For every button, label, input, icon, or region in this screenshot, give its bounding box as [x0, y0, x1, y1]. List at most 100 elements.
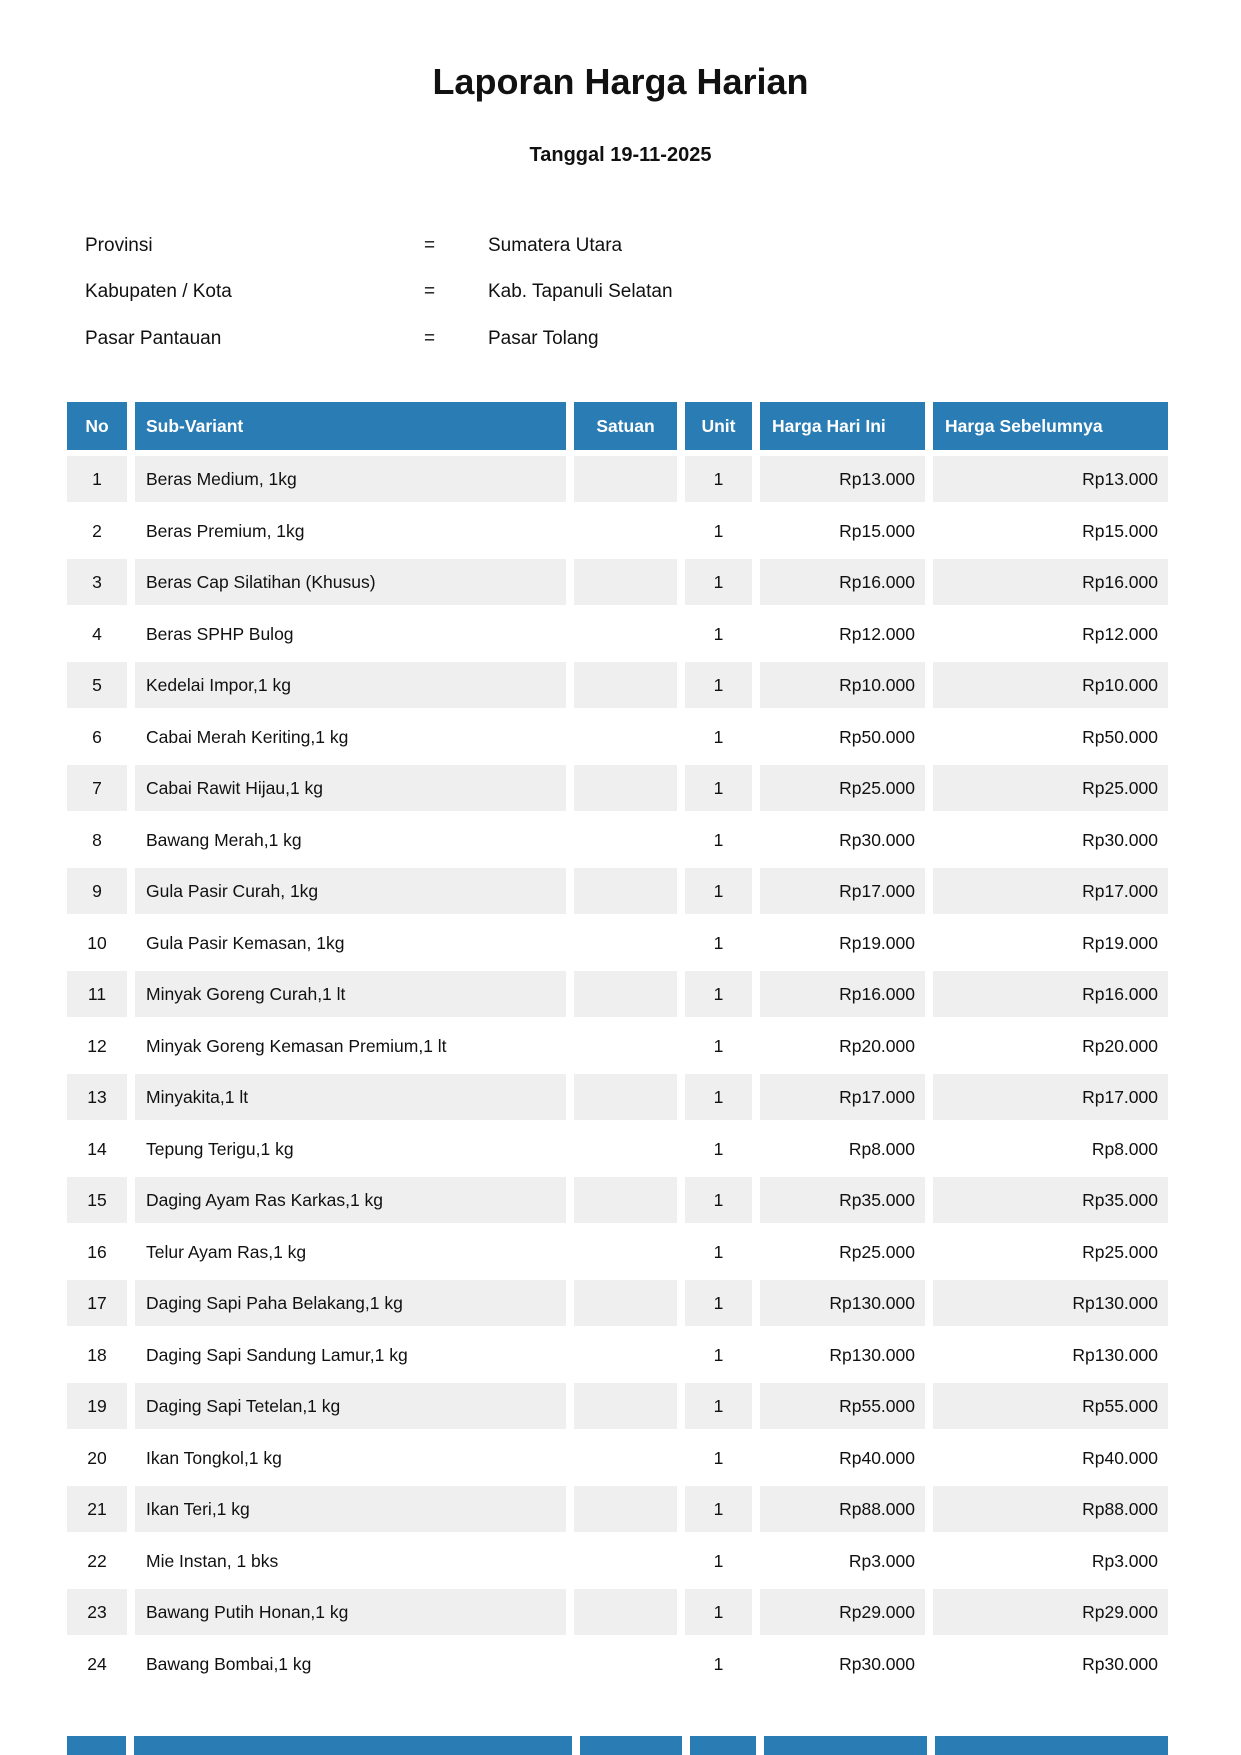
meta-row-pasar: Pasar Pantauan = Pasar Tolang [0, 327, 1241, 351]
cell-harga-hari-ini: Rp40.000 [839, 1447, 915, 1468]
cell-harga-hari-ini: Rp88.000 [760, 1486, 925, 1532]
cell-satuan [574, 1332, 677, 1378]
cell-harga-sebelumnya: Rp16.000 [933, 559, 1168, 605]
cell-harga-hari-ini: Rp30.000 [839, 829, 915, 850]
table-row: 21 Ikan Teri,1 kg 1 Rp88.000 Rp88.000 [67, 1486, 1168, 1532]
cell-unit: 1 [685, 662, 752, 708]
cell-unit: 1 [713, 726, 724, 747]
cell-harga-hari-ini: Rp25.000 [760, 765, 925, 811]
cell-no: 12 [87, 1035, 107, 1056]
cell-harga-sebelumnya: Rp130.000 [933, 1280, 1168, 1326]
header-cell-harga-sebelumnya: Harga Sebelumnya [933, 402, 1168, 450]
cell-sub-variant: Minyakita,1 lt [135, 1074, 566, 1120]
meta-value: Kab. Tapanuli Selatan [488, 281, 673, 302]
table-row: 22 Mie Instan, 1 bks 1 Rp3.000 Rp3.000 [67, 1538, 1168, 1584]
cell-sub-variant: Daging Sapi Sandung Lamur,1 kg [146, 1344, 408, 1365]
cell-satuan [574, 1538, 677, 1584]
cell-satuan [574, 1589, 677, 1635]
cell-sub-variant: Ikan Tongkol,1 kg [146, 1447, 282, 1468]
cell-satuan [574, 1126, 677, 1172]
cell-sub-variant: Kedelai Impor,1 kg [135, 662, 566, 708]
meta-label: Kabupaten / Kota [85, 281, 232, 302]
cell-unit: 1 [713, 1447, 724, 1468]
table-row: 10 Gula Pasir Kemasan, 1kg 1 Rp19.000 Rp… [67, 920, 1168, 966]
cell-satuan [574, 559, 677, 605]
cell-sub-variant: Telur Ayam Ras,1 kg [146, 1241, 307, 1262]
cell-unit: 1 [685, 1074, 752, 1120]
cell-satuan [574, 1641, 677, 1687]
cell-no: 10 [87, 932, 107, 953]
cell-satuan [574, 1023, 677, 1069]
table-row: 1 Beras Medium, 1kg 1 Rp13.000 Rp13.000 [67, 456, 1168, 502]
table-row: 24 Bawang Bombai,1 kg 1 Rp30.000 Rp30.00… [67, 1641, 1168, 1687]
cell-satuan [574, 1177, 677, 1223]
cell-satuan [574, 1280, 677, 1326]
cell-sub-variant: Beras Cap Silatihan (Khusus) [135, 559, 566, 605]
cell-satuan [574, 765, 677, 811]
cell-satuan [574, 1486, 677, 1532]
cell-harga-sebelumnya: Rp30.000 [1082, 829, 1158, 850]
table-row: 18 Daging Sapi Sandung Lamur,1 kg 1 Rp13… [67, 1332, 1168, 1378]
cell-harga-hari-ini: Rp25.000 [839, 1241, 915, 1262]
header-cell-sub-variant-partial [134, 1736, 572, 1755]
cell-harga-sebelumnya: Rp10.000 [933, 662, 1168, 708]
header-cell-no-partial [67, 1736, 127, 1755]
cell-no: 13 [67, 1074, 127, 1120]
table-row: 19 Daging Sapi Tetelan,1 kg 1 Rp55.000 R… [67, 1383, 1168, 1429]
meta-row-kabupaten: Kabupaten / Kota = Kab. Tapanuli Selatan [0, 280, 1241, 304]
cell-harga-hari-ini: Rp19.000 [839, 932, 915, 953]
table-row: 23 Bawang Putih Honan,1 kg 1 Rp29.000 Rp… [67, 1589, 1168, 1635]
cell-satuan [574, 456, 677, 502]
equals-sign: = [424, 281, 436, 302]
table-row: 9 Gula Pasir Curah, 1kg 1 Rp17.000 Rp17.… [67, 868, 1168, 914]
cell-no: 16 [87, 1241, 107, 1262]
cell-harga-hari-ini: Rp130.000 [760, 1280, 925, 1326]
cell-unit: 1 [713, 829, 724, 850]
report-date: Tanggal 19-11-2025 [529, 144, 712, 166]
table-row: 6 Cabai Merah Keriting,1 kg 1 Rp50.000 R… [67, 714, 1168, 760]
cell-no: 23 [67, 1589, 127, 1635]
cell-sub-variant: Tepung Terigu,1 kg [146, 1138, 294, 1159]
cell-harga-sebelumnya: Rp88.000 [933, 1486, 1168, 1532]
cell-satuan [574, 662, 677, 708]
header-cell-sub-variant: Sub-Variant [135, 402, 566, 450]
cell-no: 15 [67, 1177, 127, 1223]
cell-harga-hari-ini: Rp12.000 [839, 623, 915, 644]
cell-sub-variant: Gula Pasir Kemasan, 1kg [146, 932, 345, 953]
cell-sub-variant: Daging Ayam Ras Karkas,1 kg [135, 1177, 566, 1223]
cell-harga-sebelumnya: Rp17.000 [933, 1074, 1168, 1120]
cell-harga-hari-ini: Rp3.000 [848, 1550, 915, 1571]
cell-harga-sebelumnya: Rp25.000 [1082, 1241, 1158, 1262]
cell-no: 9 [67, 868, 127, 914]
cell-unit: 1 [685, 1177, 752, 1223]
cell-unit: 1 [713, 1138, 724, 1159]
table-header-row: No Sub-Variant Satuan Unit Harga Hari In… [67, 402, 1168, 450]
cell-no: 18 [87, 1344, 107, 1365]
cell-sub-variant: Bawang Bombai,1 kg [146, 1653, 312, 1674]
cell-no: 5 [67, 662, 127, 708]
cell-no: 1 [67, 456, 127, 502]
cell-no: 7 [67, 765, 127, 811]
cell-unit: 1 [685, 971, 752, 1017]
cell-harga-sebelumnya: Rp3.000 [1091, 1550, 1158, 1571]
table-row: 12 Minyak Goreng Kemasan Premium,1 lt 1 … [67, 1023, 1168, 1069]
header-cell-harga-sebelumnya-partial [935, 1736, 1169, 1755]
cell-satuan [574, 714, 677, 760]
page-title: Laporan Harga Harian [432, 61, 809, 102]
cell-satuan [574, 971, 677, 1017]
equals-sign: = [424, 235, 436, 256]
cell-harga-hari-ini: Rp20.000 [839, 1035, 915, 1056]
cell-unit: 1 [713, 1241, 724, 1262]
cell-harga-sebelumnya: Rp50.000 [1082, 726, 1158, 747]
cell-unit: 1 [713, 520, 724, 541]
table-row: 16 Telur Ayam Ras,1 kg 1 Rp25.000 Rp25.0… [67, 1229, 1168, 1275]
cell-unit: 1 [685, 559, 752, 605]
cell-harga-hari-ini: Rp10.000 [760, 662, 925, 708]
table-row: 20 Ikan Tongkol,1 kg 1 Rp40.000 Rp40.000 [67, 1435, 1168, 1481]
meta-row-provinsi: Provinsi = Sumatera Utara [0, 234, 1241, 258]
cell-harga-sebelumnya: Rp8.000 [1091, 1138, 1158, 1159]
cell-sub-variant: Cabai Merah Keriting,1 kg [146, 726, 349, 747]
table-row: 8 Bawang Merah,1 kg 1 Rp30.000 Rp30.000 [67, 817, 1168, 863]
cell-no: 3 [67, 559, 127, 605]
meta-label: Provinsi [85, 235, 153, 256]
